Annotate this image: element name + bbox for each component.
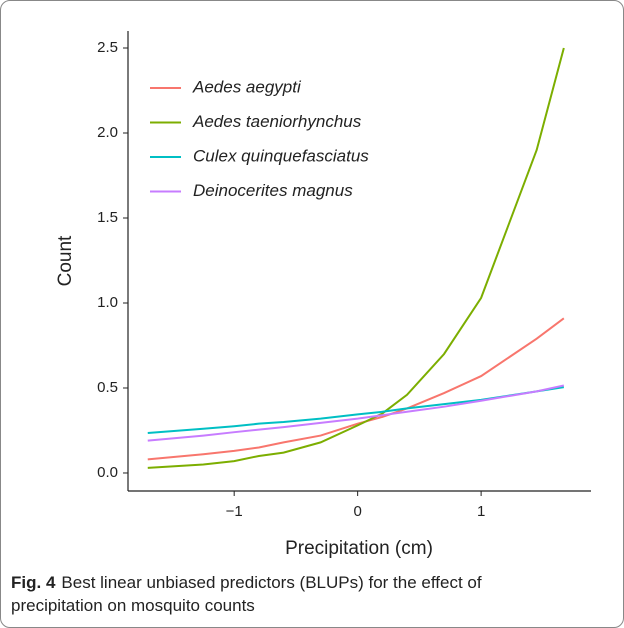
y-axis-label: Count	[55, 235, 76, 286]
caption-label: Fig. 4	[11, 573, 56, 592]
y-tick-label: 0.5	[97, 379, 118, 396]
y-tick-label: 2.0	[97, 124, 118, 141]
y-tick-label: 2.5	[97, 39, 118, 56]
y-tick-label: 1.5	[97, 209, 118, 226]
legend-label: Aedes aegypti	[192, 77, 302, 96]
series-line	[147, 47, 565, 469]
legend-label: Aedes taeniorhynchus	[192, 112, 362, 131]
series-line	[147, 384, 565, 442]
legend-label: Culex quinquefasciatus	[193, 146, 369, 165]
series-line	[147, 317, 565, 461]
chart: Count Precipitation (cm) 0.0 0.5 1.0 1.5 2.0…	[55, 31, 591, 559]
x-tick-label: −1	[226, 503, 243, 520]
x-tick-label: 1	[477, 503, 485, 520]
y-tick-label: 0.0	[97, 464, 118, 481]
caption: Fig. 4 Best linear unbiased predictors (B…	[11, 571, 571, 617]
legend-label: Deinocerites magnus	[193, 181, 353, 200]
x-tick-label: 0	[353, 503, 361, 520]
caption-text: Best linear unbiased predictors (BLUPs) …	[11, 573, 482, 615]
y-tick-label: 1.0	[97, 294, 118, 311]
x-axis-label: Precipitation (cm)	[285, 538, 433, 559]
